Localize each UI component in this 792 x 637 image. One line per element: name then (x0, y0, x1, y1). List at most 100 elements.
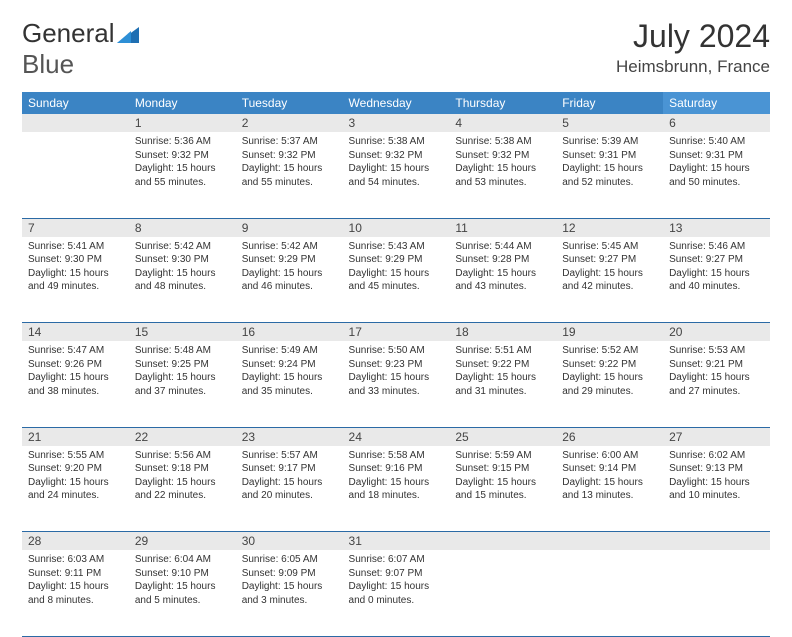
day-cell (663, 550, 770, 636)
sunset-line: Sunset: 9:21 PM (669, 358, 764, 372)
day-info: Sunrise: 5:37 AMSunset: 9:32 PMDaylight:… (236, 132, 343, 195)
day-number: 22 (129, 427, 236, 446)
sunset-line: Sunset: 9:26 PM (28, 358, 123, 372)
calendar-table: SundayMondayTuesdayWednesdayThursdayFrid… (22, 92, 770, 637)
daylight-line: Daylight: 15 hours and 31 minutes. (455, 371, 550, 398)
daylight-line: Daylight: 15 hours and 49 minutes. (28, 267, 123, 294)
day-number: 29 (129, 532, 236, 551)
sunset-line: Sunset: 9:11 PM (28, 567, 123, 581)
day-cell: Sunrise: 5:45 AMSunset: 9:27 PMDaylight:… (556, 237, 663, 323)
sunrise-line: Sunrise: 5:38 AM (455, 135, 550, 149)
sunset-line: Sunset: 9:07 PM (349, 567, 444, 581)
sunrise-line: Sunrise: 5:42 AM (242, 240, 337, 254)
daylight-line: Daylight: 15 hours and 50 minutes. (669, 162, 764, 189)
daylight-line: Daylight: 15 hours and 38 minutes. (28, 371, 123, 398)
daylight-line: Daylight: 15 hours and 13 minutes. (562, 476, 657, 503)
day-cell (556, 550, 663, 636)
daylight-line: Daylight: 15 hours and 8 minutes. (28, 580, 123, 607)
logo-text: General Blue (22, 18, 141, 80)
day-info: Sunrise: 5:48 AMSunset: 9:25 PMDaylight:… (129, 341, 236, 404)
sunrise-line: Sunrise: 6:00 AM (562, 449, 657, 463)
location: Heimsbrunn, France (616, 57, 770, 77)
day-info: Sunrise: 5:45 AMSunset: 9:27 PMDaylight:… (556, 237, 663, 300)
day-info: Sunrise: 6:07 AMSunset: 9:07 PMDaylight:… (343, 550, 450, 613)
sunrise-line: Sunrise: 5:44 AM (455, 240, 550, 254)
day-cell: Sunrise: 6:03 AMSunset: 9:11 PMDaylight:… (22, 550, 129, 636)
weekday-header: Thursday (449, 92, 556, 114)
day-number: 13 (663, 218, 770, 237)
day-cell: Sunrise: 6:07 AMSunset: 9:07 PMDaylight:… (343, 550, 450, 636)
day-info: Sunrise: 5:43 AMSunset: 9:29 PMDaylight:… (343, 237, 450, 300)
day-info: Sunrise: 6:00 AMSunset: 9:14 PMDaylight:… (556, 446, 663, 509)
day-cell: Sunrise: 5:47 AMSunset: 9:26 PMDaylight:… (22, 341, 129, 427)
day-info: Sunrise: 5:49 AMSunset: 9:24 PMDaylight:… (236, 341, 343, 404)
day-number: 19 (556, 323, 663, 342)
sunset-line: Sunset: 9:23 PM (349, 358, 444, 372)
sunrise-line: Sunrise: 5:46 AM (669, 240, 764, 254)
sunrise-line: Sunrise: 5:50 AM (349, 344, 444, 358)
sunset-line: Sunset: 9:27 PM (669, 253, 764, 267)
daylight-line: Daylight: 15 hours and 20 minutes. (242, 476, 337, 503)
sunset-line: Sunset: 9:14 PM (562, 462, 657, 476)
day-cell: Sunrise: 5:48 AMSunset: 9:25 PMDaylight:… (129, 341, 236, 427)
day-cell: Sunrise: 5:44 AMSunset: 9:28 PMDaylight:… (449, 237, 556, 323)
sunrise-line: Sunrise: 5:40 AM (669, 135, 764, 149)
sunrise-line: Sunrise: 5:45 AM (562, 240, 657, 254)
day-number: 6 (663, 114, 770, 132)
logo-part2: Blue (22, 49, 74, 79)
day-cell: Sunrise: 5:40 AMSunset: 9:31 PMDaylight:… (663, 132, 770, 218)
sunrise-line: Sunrise: 5:57 AM (242, 449, 337, 463)
day-info: Sunrise: 5:57 AMSunset: 9:17 PMDaylight:… (236, 446, 343, 509)
day-info: Sunrise: 6:05 AMSunset: 9:09 PMDaylight:… (236, 550, 343, 613)
day-info: Sunrise: 5:38 AMSunset: 9:32 PMDaylight:… (449, 132, 556, 195)
day-number: 2 (236, 114, 343, 132)
weekday-header: Sunday (22, 92, 129, 114)
sunset-line: Sunset: 9:10 PM (135, 567, 230, 581)
sunset-line: Sunset: 9:32 PM (135, 149, 230, 163)
sunrise-line: Sunrise: 5:56 AM (135, 449, 230, 463)
sunset-line: Sunset: 9:29 PM (349, 253, 444, 267)
daylight-line: Daylight: 15 hours and 55 minutes. (242, 162, 337, 189)
daylight-line: Daylight: 15 hours and 10 minutes. (669, 476, 764, 503)
daylight-line: Daylight: 15 hours and 55 minutes. (135, 162, 230, 189)
day-number: 7 (22, 218, 129, 237)
day-number: 28 (22, 532, 129, 551)
daylight-line: Daylight: 15 hours and 37 minutes. (135, 371, 230, 398)
day-number (22, 114, 129, 132)
day-number: 25 (449, 427, 556, 446)
day-info: Sunrise: 5:41 AMSunset: 9:30 PMDaylight:… (22, 237, 129, 300)
daylight-line: Daylight: 15 hours and 24 minutes. (28, 476, 123, 503)
day-number: 14 (22, 323, 129, 342)
day-cell: Sunrise: 5:51 AMSunset: 9:22 PMDaylight:… (449, 341, 556, 427)
week-row: Sunrise: 5:55 AMSunset: 9:20 PMDaylight:… (22, 446, 770, 532)
calendar-head: SundayMondayTuesdayWednesdayThursdayFrid… (22, 92, 770, 114)
sunset-line: Sunset: 9:32 PM (349, 149, 444, 163)
sunrise-line: Sunrise: 6:05 AM (242, 553, 337, 567)
sunset-line: Sunset: 9:30 PM (135, 253, 230, 267)
day-number: 5 (556, 114, 663, 132)
day-info: Sunrise: 6:04 AMSunset: 9:10 PMDaylight:… (129, 550, 236, 613)
day-cell: Sunrise: 5:53 AMSunset: 9:21 PMDaylight:… (663, 341, 770, 427)
day-number: 27 (663, 427, 770, 446)
day-info: Sunrise: 5:55 AMSunset: 9:20 PMDaylight:… (22, 446, 129, 509)
day-number: 15 (129, 323, 236, 342)
day-number: 11 (449, 218, 556, 237)
sunrise-line: Sunrise: 6:03 AM (28, 553, 123, 567)
day-cell: Sunrise: 6:04 AMSunset: 9:10 PMDaylight:… (129, 550, 236, 636)
daynum-row: 78910111213 (22, 218, 770, 237)
day-cell: Sunrise: 5:41 AMSunset: 9:30 PMDaylight:… (22, 237, 129, 323)
daylight-line: Daylight: 15 hours and 53 minutes. (455, 162, 550, 189)
sunset-line: Sunset: 9:13 PM (669, 462, 764, 476)
day-info: Sunrise: 5:42 AMSunset: 9:29 PMDaylight:… (236, 237, 343, 300)
day-info: Sunrise: 5:42 AMSunset: 9:30 PMDaylight:… (129, 237, 236, 300)
day-cell: Sunrise: 5:37 AMSunset: 9:32 PMDaylight:… (236, 132, 343, 218)
daylight-line: Daylight: 15 hours and 15 minutes. (455, 476, 550, 503)
day-number: 26 (556, 427, 663, 446)
day-info: Sunrise: 6:03 AMSunset: 9:11 PMDaylight:… (22, 550, 129, 613)
daynum-row: 21222324252627 (22, 427, 770, 446)
logo-part1: General (22, 18, 115, 48)
day-info: Sunrise: 5:44 AMSunset: 9:28 PMDaylight:… (449, 237, 556, 300)
daylight-line: Daylight: 15 hours and 46 minutes. (242, 267, 337, 294)
sunrise-line: Sunrise: 5:39 AM (562, 135, 657, 149)
daylight-line: Daylight: 15 hours and 0 minutes. (349, 580, 444, 607)
